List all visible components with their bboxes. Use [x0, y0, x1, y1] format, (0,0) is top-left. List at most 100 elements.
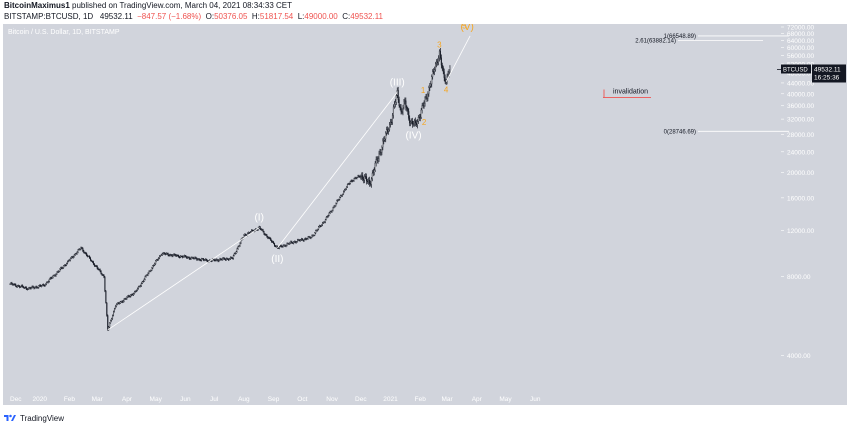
- candle-body: [129, 296, 131, 298]
- y-axis[interactable]: 4000.00 8000.00 12000.00 16000.00 20000.00 24…: [781, 25, 814, 360]
- candle-body: [16, 286, 18, 288]
- y-tick-label: 8000.00: [787, 274, 811, 281]
- fib-level-label: 1(66548.89): [664, 34, 696, 40]
- candle-body: [292, 242, 294, 244]
- candle-body: [76, 252, 78, 255]
- candle-body: [127, 295, 129, 298]
- candle-body: [189, 258, 191, 260]
- candle-body: [90, 257, 92, 261]
- candle-body: [77, 249, 79, 253]
- candle-body: [110, 320, 112, 324]
- candle-body: [429, 85, 431, 88]
- candle-body: [159, 255, 161, 257]
- candle-body: [339, 197, 341, 200]
- candle-body: [89, 256, 91, 259]
- candles: [9, 48, 451, 331]
- candle-body: [413, 123, 415, 125]
- candle-body: [389, 124, 391, 131]
- candle-body: [286, 243, 288, 246]
- candle-body: [231, 257, 233, 259]
- candle-body: [39, 285, 41, 287]
- candle-body: [259, 226, 261, 230]
- candle-body: [149, 270, 151, 272]
- candle-body: [367, 179, 369, 182]
- close-label: C:: [342, 12, 351, 21]
- candle-body: [14, 284, 16, 286]
- invalidation-label: invalidation: [613, 89, 648, 96]
- candle-body: [113, 308, 115, 312]
- candle-body: [235, 251, 237, 254]
- candle-body: [437, 57, 439, 63]
- candle-body: [278, 246, 280, 249]
- candle-body: [232, 255, 234, 259]
- candle-body: [416, 121, 418, 126]
- x-tick-label: May: [150, 396, 163, 403]
- candle-body: [436, 61, 438, 65]
- price-chart[interactable]: Bitcoin / U.S. Dollar, 1D, BITSTAMP 4000…: [3, 21, 847, 405]
- candle-body: [81, 247, 83, 249]
- candle-body: [205, 259, 207, 261]
- candle-body: [233, 253, 235, 256]
- candle-body: [199, 258, 201, 261]
- candle-body: [135, 290, 137, 293]
- candle-body: [341, 195, 343, 197]
- candle-body: [347, 183, 349, 185]
- candle-body: [279, 245, 281, 247]
- candle-body: [305, 238, 307, 240]
- candle-body: [368, 179, 370, 184]
- candle-body: [244, 234, 246, 236]
- candle-body: [184, 255, 186, 257]
- candle-body: [409, 118, 411, 124]
- candle-body: [82, 248, 84, 252]
- candle-body: [277, 247, 279, 249]
- candle-body: [31, 286, 33, 288]
- candle-body: [432, 71, 434, 77]
- candle-body: [30, 287, 32, 289]
- candle-body: [10, 282, 12, 285]
- candle-body: [381, 147, 383, 153]
- candle-body: [137, 286, 139, 289]
- price-tag-symbol: BTCUSD: [783, 67, 808, 73]
- candle-body: [306, 238, 308, 240]
- candle-body: [435, 63, 437, 70]
- candle-body: [136, 288, 138, 291]
- x-axis[interactable]: Dec 2020 Feb Mar Apr May Jun Jul Aug Sep Oct Nov Dec…: [10, 396, 541, 403]
- candle-body: [424, 97, 426, 104]
- candle-body: [319, 225, 321, 227]
- candle-body: [393, 104, 395, 108]
- x-tick-label: Aug: [238, 396, 250, 403]
- candle-body: [309, 236, 311, 239]
- candle-body: [145, 275, 147, 277]
- candle-body: [95, 265, 97, 267]
- candle-body: [307, 236, 309, 239]
- candle-body: [187, 257, 189, 259]
- candle-body: [182, 256, 184, 258]
- candle-body: [449, 66, 451, 73]
- candle-body: [169, 254, 171, 256]
- candle-body: [196, 258, 198, 261]
- candle-body: [321, 224, 323, 227]
- candle-body: [21, 285, 23, 287]
- candle-body: [18, 285, 20, 287]
- candle-body: [345, 186, 347, 190]
- candle-body: [79, 249, 81, 251]
- candle-body: [163, 252, 165, 254]
- x-tick-label: Nov: [326, 396, 338, 403]
- chart-frame[interactable]: Bitcoin / U.S. Dollar, 1D, BITSTAMP 4000…: [3, 21, 847, 405]
- author-name[interactable]: BitcoinMaximus1: [4, 1, 70, 10]
- candle-body: [408, 111, 410, 119]
- y-tick-label: 56000.00: [787, 53, 814, 60]
- candle-body: [57, 271, 59, 273]
- candle-body: [78, 249, 80, 251]
- candle-body: [192, 257, 194, 259]
- candle-body: [105, 290, 107, 304]
- candle-body: [19, 285, 21, 288]
- candle-body: [28, 287, 30, 289]
- candle-body: [406, 107, 408, 110]
- x-tick-label: Mar: [92, 396, 104, 403]
- footer-brand[interactable]: TradingView: [20, 413, 65, 423]
- candle-body: [33, 287, 35, 289]
- candle-body: [167, 253, 169, 256]
- candle-body: [121, 301, 123, 303]
- candle-body: [352, 180, 354, 182]
